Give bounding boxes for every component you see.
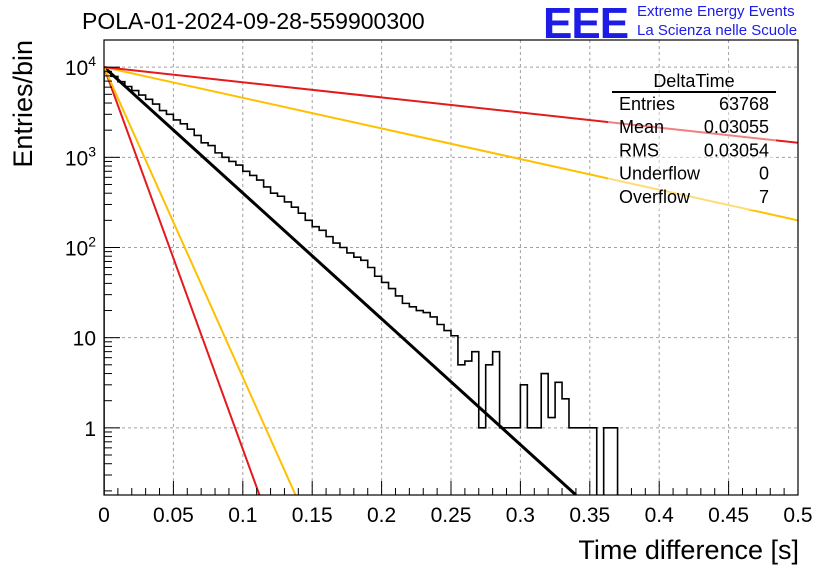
logo-subtitle-2: La Scienza nelle Scuole: [637, 22, 798, 39]
y-tick-label: 103: [65, 143, 96, 170]
x-tick-label: 0.45: [708, 504, 749, 527]
histogram-steps: [104, 71, 619, 495]
stats-box: DeltaTime Entries 63768 Mean 0.03055 RMS 0.030…: [608, 70, 776, 210]
y-tick-base: 10: [65, 57, 88, 80]
y-tick-label: 102: [65, 233, 96, 260]
y-tick-base: 10: [65, 147, 88, 170]
stats-box-title: DeltaTime: [653, 71, 734, 91]
y-tick-exponent: 4: [88, 53, 96, 69]
stats-row-value: 7: [759, 187, 769, 207]
fit-line-4: [104, 66, 798, 144]
stats-row-label: Underflow: [619, 164, 701, 184]
stats-box-background: [608, 70, 776, 210]
stats-row-label: Overflow: [619, 187, 691, 207]
fit-line-2: [104, 66, 297, 495]
x-tick-label: 0.15: [292, 504, 333, 527]
x-tick-label: 0.05: [153, 504, 194, 527]
stats-row-value: 0: [759, 164, 769, 184]
stats-row-label: RMS: [619, 140, 659, 160]
plot-frame: [103, 39, 799, 496]
y-tick-label: 1: [84, 418, 96, 441]
x-tick-label: 0.4: [645, 504, 675, 527]
histogram-layer: [104, 71, 619, 495]
x-tick-label: 0.3: [506, 504, 535, 527]
fit-line-1: [104, 66, 261, 495]
x-tick-label: 0.2: [367, 504, 396, 527]
x-tick-label: 0.25: [431, 504, 472, 527]
y-tick-label: 10: [73, 328, 96, 351]
x-axis-title: Time difference [s]: [578, 535, 799, 565]
fit-line-0: [104, 66, 577, 495]
x-tick-label: 0.1: [228, 504, 257, 527]
y-tick-label: 104: [65, 53, 96, 80]
stats-row-value: 63768: [719, 94, 769, 114]
y-tick-exponent: 3: [88, 143, 96, 159]
fit-curves: [104, 66, 798, 495]
stats-row-label: Mean: [619, 117, 664, 137]
y-tick-base: 1: [84, 418, 96, 441]
y-tick-exponent: 2: [88, 233, 96, 249]
fit-line-3: [104, 66, 798, 222]
stats-row-value: 0.03055: [704, 117, 769, 137]
x-tick-label: 0: [98, 504, 110, 527]
y-tick-base: 10: [65, 237, 88, 260]
x-tick-label: 0.35: [569, 504, 610, 527]
x-tick-label: 0.5: [783, 504, 812, 527]
stats-row-value: 0.03054: [704, 140, 769, 160]
y-tick-base: 10: [73, 328, 96, 351]
axes: 0 0.05 0.1 0.15 0.2 0.25 0.3 0.35 0.4 0.45 0.51101…: [65, 39, 813, 527]
stats-row-label: Entries: [619, 94, 675, 114]
page-title: POLA-01-2024-09-28-559900300: [82, 8, 425, 34]
logo-subtitle-1: Extreme Energy Events: [637, 3, 795, 20]
y-axis-title: Entries/bin: [8, 40, 38, 168]
